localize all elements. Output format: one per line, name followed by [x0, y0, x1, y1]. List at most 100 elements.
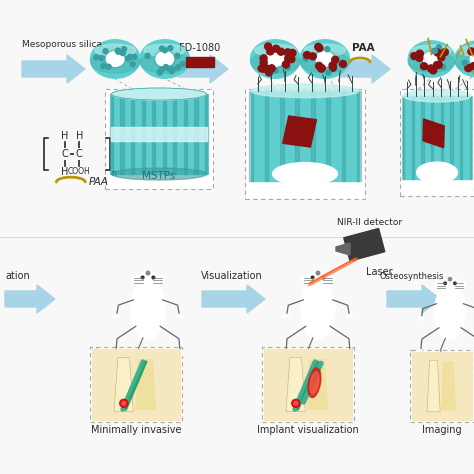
Circle shape [473, 50, 474, 55]
Circle shape [132, 55, 137, 59]
Circle shape [454, 282, 456, 284]
Circle shape [433, 48, 438, 53]
Circle shape [316, 45, 323, 52]
Circle shape [94, 55, 99, 60]
Circle shape [175, 53, 180, 58]
Text: PAA: PAA [88, 177, 109, 187]
Polygon shape [283, 116, 317, 147]
Bar [152, 94, 155, 174]
Ellipse shape [113, 314, 119, 318]
Circle shape [168, 46, 173, 51]
Circle shape [175, 65, 181, 70]
Text: H: H [61, 131, 68, 141]
Ellipse shape [300, 40, 349, 78]
Ellipse shape [111, 168, 207, 180]
Bar [205, 94, 208, 174]
Ellipse shape [138, 271, 158, 289]
Bar [280, 91, 284, 181]
Bar [111, 127, 207, 141]
FancyBboxPatch shape [90, 347, 182, 422]
Circle shape [438, 54, 445, 61]
Polygon shape [427, 360, 440, 412]
Circle shape [260, 59, 267, 66]
Text: Osteosynthesis: Osteosynthesis [380, 272, 444, 281]
Circle shape [318, 65, 325, 72]
Bar [470, 96, 472, 179]
Ellipse shape [441, 278, 459, 294]
Ellipse shape [156, 52, 173, 66]
Circle shape [122, 46, 127, 52]
Ellipse shape [300, 52, 349, 73]
Bar [249, 91, 253, 181]
Circle shape [431, 49, 436, 54]
Circle shape [329, 62, 336, 69]
Ellipse shape [470, 52, 474, 66]
Text: Visualization: Visualization [201, 271, 263, 281]
Circle shape [267, 48, 274, 55]
Bar [163, 94, 166, 174]
Circle shape [284, 49, 291, 56]
Circle shape [106, 64, 111, 69]
Ellipse shape [107, 52, 124, 66]
FancyBboxPatch shape [105, 89, 213, 189]
Circle shape [416, 55, 423, 62]
Ellipse shape [403, 90, 471, 102]
Text: Laser: Laser [366, 267, 392, 277]
Circle shape [265, 69, 273, 76]
Polygon shape [387, 285, 440, 313]
Circle shape [152, 276, 155, 279]
Ellipse shape [418, 349, 423, 356]
Ellipse shape [308, 271, 328, 289]
Circle shape [166, 66, 171, 71]
Circle shape [169, 69, 174, 73]
Circle shape [99, 55, 104, 61]
Circle shape [465, 64, 472, 72]
Bar [295, 91, 299, 181]
Ellipse shape [155, 275, 165, 282]
Bar [142, 94, 145, 174]
Circle shape [264, 65, 272, 73]
Circle shape [310, 53, 316, 60]
Circle shape [285, 55, 292, 62]
Circle shape [157, 70, 163, 75]
Ellipse shape [250, 40, 300, 78]
Ellipse shape [304, 44, 346, 56]
Bar [194, 94, 198, 174]
Circle shape [294, 401, 298, 405]
Text: MSTPs: MSTPs [142, 171, 176, 181]
Ellipse shape [408, 53, 455, 72]
Ellipse shape [434, 281, 444, 287]
Circle shape [101, 64, 106, 69]
Ellipse shape [273, 163, 337, 185]
Circle shape [260, 55, 267, 62]
Bar [311, 91, 315, 181]
Ellipse shape [266, 52, 284, 66]
Polygon shape [442, 362, 455, 410]
Circle shape [316, 271, 320, 275]
Circle shape [170, 67, 175, 72]
Bar [251, 91, 359, 181]
Bar [264, 349, 352, 420]
Ellipse shape [301, 275, 311, 282]
Circle shape [411, 53, 418, 60]
Circle shape [326, 70, 331, 75]
Circle shape [260, 65, 267, 73]
Circle shape [146, 271, 150, 275]
Ellipse shape [423, 52, 440, 66]
Ellipse shape [455, 53, 474, 72]
Polygon shape [423, 119, 444, 148]
Circle shape [141, 276, 144, 279]
Text: Mesoporous silica: Mesoporous silica [22, 40, 102, 49]
Polygon shape [178, 55, 228, 83]
Circle shape [430, 67, 437, 74]
Bar [186, 57, 214, 67]
Bar [110, 94, 113, 174]
Circle shape [434, 49, 441, 56]
Circle shape [268, 65, 275, 72]
Circle shape [120, 400, 128, 407]
Ellipse shape [455, 41, 474, 77]
Text: Minimally invasive: Minimally invasive [91, 425, 181, 435]
Circle shape [288, 55, 295, 63]
Bar [326, 91, 330, 181]
Ellipse shape [316, 52, 334, 66]
